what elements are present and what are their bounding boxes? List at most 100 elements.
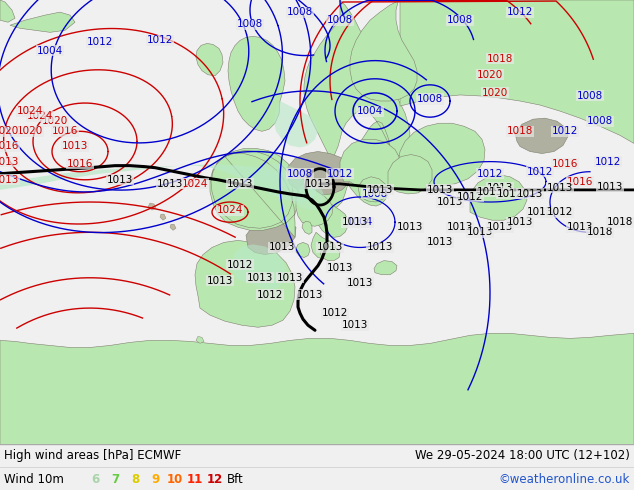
Text: 1024: 1024	[182, 179, 208, 189]
Text: 1013: 1013	[367, 243, 393, 252]
Polygon shape	[148, 203, 156, 210]
Text: 1012: 1012	[547, 207, 573, 217]
Text: 1013: 1013	[447, 222, 473, 232]
Polygon shape	[196, 44, 223, 76]
Text: 1012: 1012	[87, 37, 113, 48]
Text: 1020: 1020	[42, 116, 68, 126]
Text: 1024: 1024	[17, 106, 43, 116]
Text: 1016: 1016	[67, 159, 93, 169]
Text: 1018: 1018	[607, 217, 633, 227]
Text: 1013: 1013	[517, 189, 543, 199]
Text: 1012: 1012	[322, 308, 348, 318]
Text: 1013: 1013	[427, 238, 453, 247]
Text: 1024: 1024	[217, 205, 243, 215]
Polygon shape	[10, 12, 75, 32]
Polygon shape	[287, 151, 351, 195]
Text: 1018: 1018	[507, 126, 533, 136]
Text: 1013: 1013	[317, 243, 343, 252]
Polygon shape	[470, 175, 527, 220]
Text: 1013: 1013	[157, 179, 183, 189]
Text: 1008: 1008	[327, 15, 353, 25]
Text: 1020: 1020	[0, 126, 19, 136]
Polygon shape	[320, 246, 340, 261]
Text: 1008: 1008	[577, 91, 603, 101]
Text: ©weatheronline.co.uk: ©weatheronline.co.uk	[498, 472, 630, 486]
Text: 1012: 1012	[552, 126, 578, 136]
Polygon shape	[160, 214, 166, 220]
Text: 1013: 1013	[567, 222, 593, 232]
Polygon shape	[228, 36, 285, 131]
Text: 1013: 1013	[507, 217, 533, 227]
Text: Bft: Bft	[226, 472, 243, 486]
Text: 1012: 1012	[457, 192, 483, 202]
Text: 1013: 1013	[327, 263, 353, 272]
Polygon shape	[304, 0, 410, 207]
Text: 1013: 1013	[477, 187, 503, 197]
Polygon shape	[302, 221, 312, 234]
Polygon shape	[246, 220, 296, 254]
Polygon shape	[0, 165, 316, 202]
Text: 1004: 1004	[347, 217, 373, 227]
Polygon shape	[196, 336, 204, 343]
Text: 1013: 1013	[277, 273, 303, 283]
Text: 7: 7	[111, 472, 119, 486]
Text: 1013: 1013	[487, 183, 513, 193]
Text: 1013: 1013	[305, 179, 331, 189]
Text: 1013: 1013	[342, 217, 368, 227]
Text: 1013: 1013	[61, 142, 88, 151]
Polygon shape	[0, 0, 15, 22]
Text: 1016: 1016	[52, 126, 78, 136]
Text: 10: 10	[167, 472, 183, 486]
Text: 1004: 1004	[37, 46, 63, 55]
Polygon shape	[274, 101, 318, 147]
Polygon shape	[210, 148, 298, 237]
Text: 1008: 1008	[447, 15, 473, 25]
Polygon shape	[295, 243, 310, 258]
Text: 1020: 1020	[477, 70, 503, 80]
Text: 1013: 1013	[527, 207, 553, 217]
Text: 1013: 1013	[597, 182, 623, 192]
Text: 1013: 1013	[467, 227, 493, 237]
Text: 1013: 1013	[0, 175, 19, 185]
Polygon shape	[340, 139, 400, 190]
Text: 1012: 1012	[477, 169, 503, 179]
Text: 1012: 1012	[327, 169, 353, 179]
Text: 1008: 1008	[417, 94, 443, 104]
Text: 1013: 1013	[437, 197, 463, 207]
Text: 1012: 1012	[497, 189, 523, 199]
Text: 1016: 1016	[0, 142, 19, 151]
Text: 1020: 1020	[482, 88, 508, 98]
Text: 6: 6	[91, 472, 99, 486]
Polygon shape	[294, 184, 325, 210]
Text: We 29-05-2024 18:00 UTC (12+102): We 29-05-2024 18:00 UTC (12+102)	[415, 449, 630, 462]
Text: Wind 10m: Wind 10m	[4, 472, 64, 486]
Text: High wind areas [hPa] ECMWF: High wind areas [hPa] ECMWF	[4, 449, 181, 462]
Polygon shape	[374, 261, 397, 275]
Text: 1013: 1013	[367, 185, 393, 195]
Polygon shape	[296, 187, 333, 226]
Polygon shape	[170, 224, 176, 230]
Text: 1008: 1008	[287, 7, 313, 17]
Text: 1013: 1013	[487, 222, 513, 232]
Text: 1013: 1013	[207, 276, 233, 286]
Polygon shape	[316, 198, 348, 237]
Text: 1012: 1012	[257, 290, 283, 300]
Text: 1013: 1013	[397, 222, 423, 232]
Text: 8: 8	[131, 472, 139, 486]
Text: 1013: 1013	[0, 157, 19, 167]
Polygon shape	[0, 333, 634, 444]
Polygon shape	[232, 245, 286, 290]
Polygon shape	[256, 164, 310, 190]
Text: 1020: 1020	[17, 126, 43, 136]
Text: 1012: 1012	[147, 35, 173, 46]
Text: 1018: 1018	[487, 53, 513, 64]
Text: 1013: 1013	[227, 179, 253, 189]
Text: 1013: 1013	[347, 278, 373, 288]
Text: 1012: 1012	[227, 260, 253, 270]
Text: 1016: 1016	[567, 177, 593, 187]
Text: 1008: 1008	[237, 19, 263, 29]
Text: 11: 11	[187, 472, 203, 486]
Text: 1008: 1008	[587, 116, 613, 126]
Text: 1024: 1024	[27, 111, 53, 121]
Text: 12: 12	[207, 472, 223, 486]
